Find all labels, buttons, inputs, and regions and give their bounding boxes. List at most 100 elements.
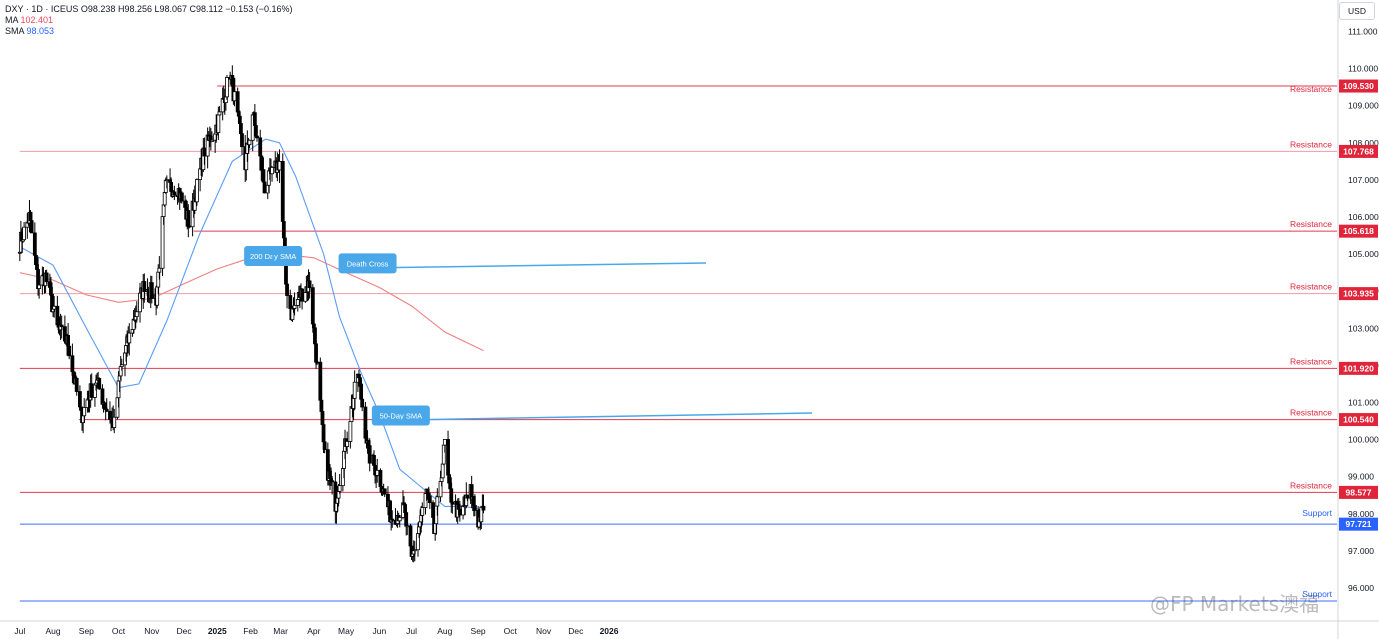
candle-body	[277, 160, 282, 171]
candle-body	[270, 167, 274, 175]
candle-body	[202, 147, 207, 157]
candle-body	[360, 398, 365, 408]
price-tag-label: 98.577	[1346, 487, 1372, 497]
candle-body	[44, 272, 49, 283]
candle	[285, 278, 289, 309]
sma-row: SMA 98.053	[5, 26, 292, 37]
candle-body	[382, 488, 387, 495]
candle-body	[172, 191, 177, 196]
open-value: 98.238	[87, 4, 116, 14]
candle-body	[149, 282, 154, 299]
close-value: 98.112	[196, 4, 223, 14]
candle-body	[313, 327, 317, 345]
candle-body	[142, 281, 147, 293]
x-tick-label: 2026	[600, 626, 619, 636]
candle-body	[225, 77, 229, 98]
level-label: Support	[1302, 589, 1332, 599]
level-label: Resistance	[1290, 84, 1332, 94]
candle	[195, 178, 199, 206]
candle	[217, 106, 222, 116]
candle	[481, 494, 486, 514]
level-label: Support	[1302, 508, 1332, 518]
candle-body	[472, 505, 477, 511]
high-label: H	[117, 4, 125, 14]
x-tick-label: 2025	[208, 626, 227, 636]
x-tick-label: Aug	[46, 626, 61, 636]
candle	[427, 494, 432, 510]
candle	[367, 438, 372, 472]
candle-body	[345, 441, 350, 447]
candle-body	[442, 439, 447, 446]
price-tag-label: 105.618	[1343, 226, 1374, 236]
candle-body	[307, 280, 312, 289]
candle-body	[258, 137, 263, 157]
x-tick-label: Oct	[112, 626, 126, 636]
candle-body	[247, 139, 252, 146]
x-tick-label: Aug	[437, 626, 452, 636]
candle-body	[280, 160, 285, 222]
y-tick-label: 109.000	[1348, 101, 1379, 111]
candle	[397, 515, 402, 528]
candle-body	[210, 139, 214, 142]
low-value: 98.067	[159, 4, 188, 14]
candle-body	[179, 192, 184, 202]
candle-body	[66, 335, 71, 347]
candle	[240, 128, 244, 155]
ma-value: 102.401	[20, 15, 54, 25]
50-day-sma-pointer	[371, 412, 813, 422]
candle	[420, 502, 425, 526]
candle	[247, 139, 252, 149]
candle-body	[119, 364, 124, 368]
x-tick-label: May	[338, 626, 355, 636]
y-tick-label: 110.000	[1348, 64, 1378, 74]
candle-body	[295, 299, 300, 306]
candle-body	[134, 311, 139, 318]
candle	[142, 273, 147, 303]
candle-body	[348, 421, 353, 442]
x-tick-label: Mar	[273, 626, 288, 636]
candle-body	[322, 441, 327, 451]
x-tick-label: Nov	[536, 626, 552, 636]
candle	[262, 179, 267, 194]
currency-button[interactable]: USD	[1339, 2, 1375, 20]
candle-body	[67, 345, 72, 357]
price-tag	[1339, 224, 1378, 238]
candle	[363, 401, 368, 439]
candle	[270, 165, 274, 182]
price-tag-label: 103.935	[1343, 289, 1374, 299]
death-cross-pointer	[338, 262, 707, 270]
candle-body	[292, 304, 297, 309]
candle	[104, 398, 109, 412]
candle-body	[337, 485, 342, 492]
candle	[330, 476, 335, 495]
x-tick-label: Jul	[406, 626, 417, 636]
candle	[307, 272, 312, 299]
candle-body	[157, 267, 162, 273]
candle-body	[420, 507, 425, 516]
price-tag	[1339, 79, 1378, 93]
candle	[210, 131, 214, 143]
candle-body	[82, 407, 87, 417]
candle	[322, 439, 327, 454]
candle	[225, 74, 229, 100]
x-tick-label: Oct	[504, 626, 518, 636]
y-tick-label: 103.000	[1348, 323, 1379, 333]
y-tick-label: 101.000	[1348, 398, 1379, 408]
candle-body	[315, 361, 320, 364]
candle	[179, 191, 184, 204]
close-label: C	[189, 4, 197, 14]
candle	[149, 275, 154, 304]
callout-label: Death Cross	[347, 259, 389, 268]
candle-body	[367, 445, 372, 464]
candle-body	[300, 288, 304, 302]
x-tick-label: Jul	[14, 626, 25, 636]
candle	[37, 277, 42, 299]
candle-body	[97, 377, 102, 390]
price-tag-label: 107.768	[1343, 146, 1374, 156]
candle	[74, 376, 79, 396]
candle-body	[187, 225, 192, 228]
x-tick-label: Sep	[79, 626, 94, 636]
candle-body	[465, 494, 470, 499]
ma-label: MA	[5, 15, 19, 25]
